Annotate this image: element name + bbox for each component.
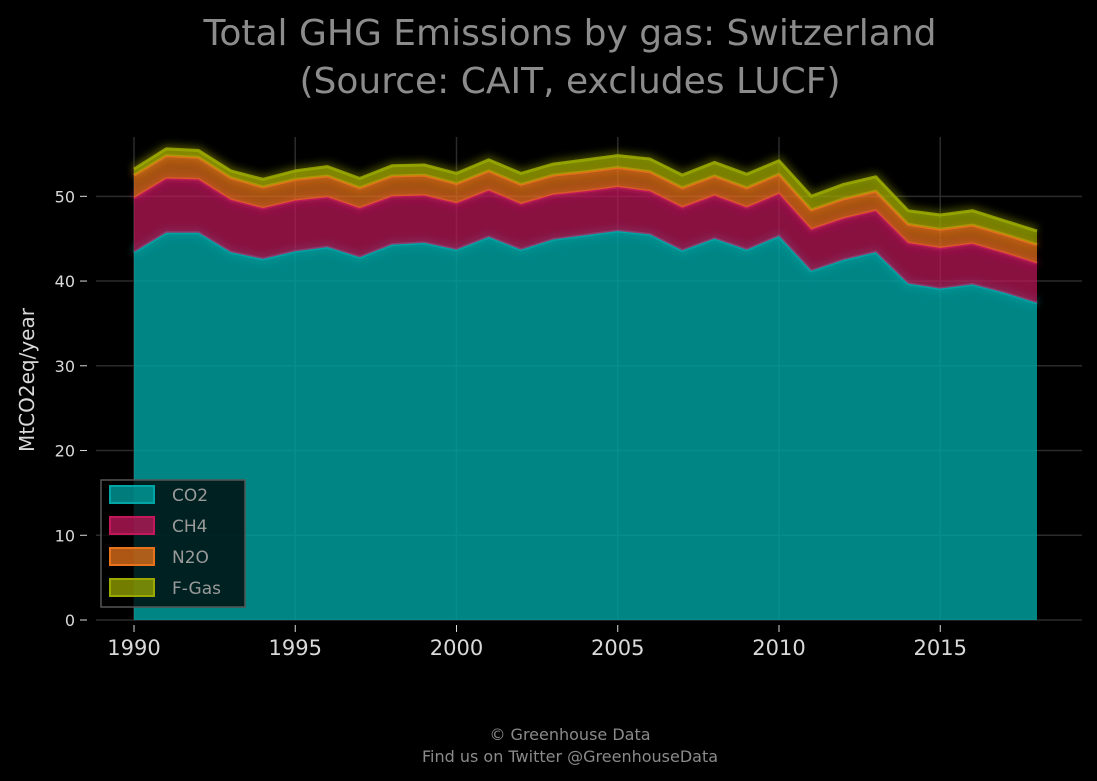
y-axis-label: MtCO2eq/year	[15, 307, 39, 452]
chart-title-line1: Total GHG Emissions by gas: Switzerland	[202, 13, 936, 54]
x-tick-label-1995: 1995	[269, 636, 322, 660]
legend: CO2 CH4 N2O F-Gas	[100, 479, 246, 608]
x-tick-label-2000: 2000	[430, 636, 483, 660]
y-tick-label-0: 0	[65, 611, 75, 630]
plot-area: 0 10 20 30 40 50 1990 1995 2000 2005 2010 2015	[55, 137, 1082, 660]
legend-label-f-gas: F-Gas	[172, 579, 221, 599]
x-tick-label-2015: 2015	[914, 636, 967, 660]
x-tick-label-2010: 2010	[752, 636, 805, 660]
line-f-gas	[133, 147, 1038, 233]
chart-title-line2: (Source: CAIT, excludes LUCF)	[299, 61, 840, 102]
x-tick-label-1990: 1990	[107, 636, 160, 660]
y-tick-label-30: 30	[55, 357, 75, 376]
legend-swatch-co2	[109, 485, 155, 504]
x-tick-label-2005: 2005	[591, 636, 644, 660]
area-f-gas	[134, 148, 1037, 245]
area-co2	[134, 231, 1037, 620]
y-tick-label-10: 10	[55, 526, 75, 545]
y-tick-label-50: 50	[55, 187, 75, 206]
legend-swatch-f-gas	[109, 578, 155, 597]
legend-swatch-ch4	[109, 516, 155, 535]
legend-swatch-n2o	[109, 547, 155, 566]
legend-label-co2: CO2	[172, 486, 208, 506]
y-tick-label-20: 20	[55, 442, 75, 461]
area-n2o	[134, 155, 1037, 264]
legend-label-ch4: CH4	[172, 517, 207, 537]
line-co2	[133, 229, 1038, 305]
legend-label-n2o: N2O	[172, 548, 209, 568]
footer-copyright: © Greenhouse Data	[489, 725, 650, 744]
y-tick-label-40: 40	[55, 272, 75, 291]
footer-twitter: Find us on Twitter @GreenhouseData	[422, 747, 718, 766]
